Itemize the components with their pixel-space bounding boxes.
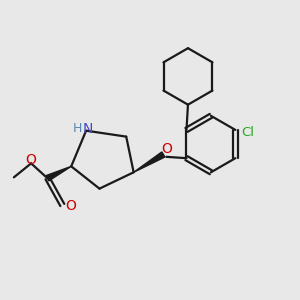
Polygon shape <box>134 152 165 172</box>
Text: N: N <box>83 122 93 136</box>
Text: O: O <box>25 153 36 167</box>
Text: H: H <box>73 122 83 135</box>
Text: O: O <box>65 200 76 214</box>
Text: O: O <box>161 142 172 155</box>
Text: Cl: Cl <box>241 126 254 140</box>
Polygon shape <box>46 166 71 181</box>
